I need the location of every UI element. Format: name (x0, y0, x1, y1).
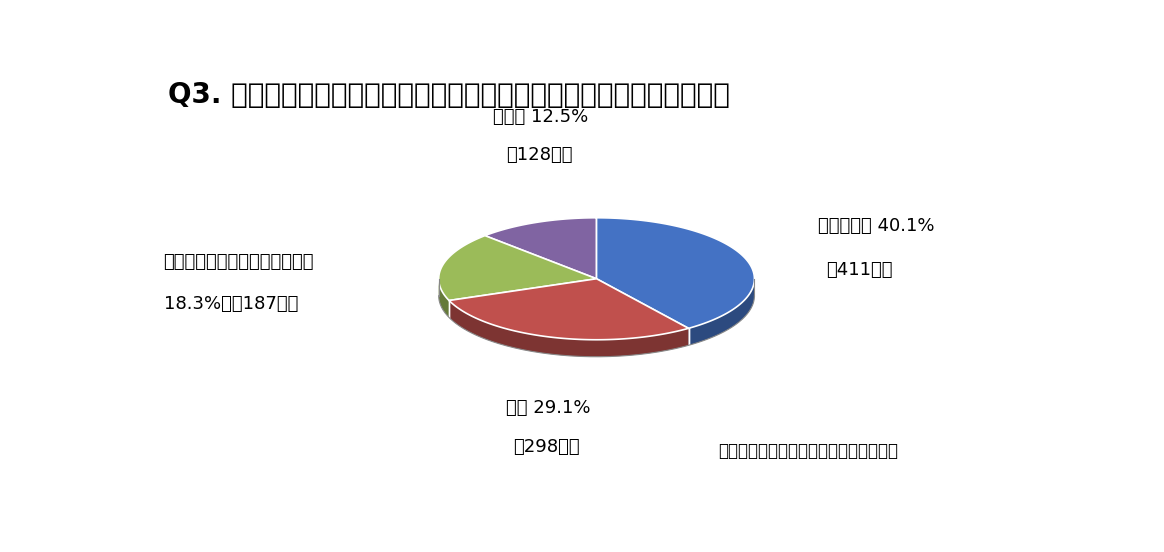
Text: 18.3%　（187人）: 18.3% （187人） (163, 295, 298, 314)
Polygon shape (449, 300, 689, 357)
Polygon shape (597, 218, 754, 328)
Text: （411人）: （411人） (826, 261, 893, 279)
Polygon shape (449, 279, 689, 339)
Text: その他 12.5%: その他 12.5% (492, 108, 588, 126)
Text: おトクにマイカー　定額カルモくん調べ: おトクにマイカー 定額カルモくん調べ (718, 442, 899, 460)
Text: （128人）: （128人） (506, 146, 573, 164)
Polygon shape (485, 218, 597, 279)
Text: 曲を聴いたり歌を歌ったりする: 曲を聴いたり歌を歌ったりする (163, 253, 314, 271)
Text: ガムを噛む 40.1%: ガムを噛む 40.1% (817, 216, 934, 235)
Text: 寝る 29.1%: 寝る 29.1% (506, 400, 591, 417)
Polygon shape (439, 279, 449, 317)
Text: （298人）: （298人） (513, 438, 580, 455)
Polygon shape (439, 236, 597, 300)
Polygon shape (689, 279, 754, 346)
Text: Q3. 運転中、眠くなったときに行う最も効果的な対処法はなんですか？: Q3. 運転中、眠くなったときに行う最も効果的な対処法はなんですか？ (168, 81, 730, 109)
